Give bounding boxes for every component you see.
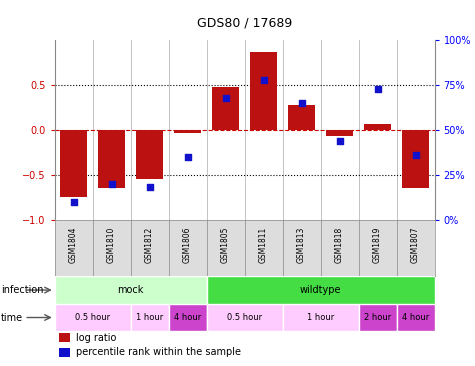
Text: GSM1818: GSM1818 xyxy=(335,227,344,263)
Text: GSM1819: GSM1819 xyxy=(373,227,382,263)
Text: GSM1806: GSM1806 xyxy=(183,227,192,263)
Bar xyxy=(60,130,87,197)
Point xyxy=(374,86,381,92)
Point xyxy=(336,138,343,143)
Bar xyxy=(55,304,131,331)
Text: 4 hour: 4 hour xyxy=(402,313,429,322)
Bar xyxy=(207,304,283,331)
Text: 0.5 hour: 0.5 hour xyxy=(227,313,262,322)
Bar xyxy=(55,276,207,304)
Text: GSM1813: GSM1813 xyxy=(297,227,306,263)
Text: GSM1812: GSM1812 xyxy=(145,227,154,263)
Text: GSM1811: GSM1811 xyxy=(259,227,268,263)
Text: time: time xyxy=(1,313,23,322)
Point xyxy=(70,199,77,205)
Bar xyxy=(288,105,315,130)
Bar xyxy=(174,130,201,132)
Bar xyxy=(402,130,429,188)
Text: 1 hour: 1 hour xyxy=(307,313,334,322)
Text: GSM1805: GSM1805 xyxy=(221,227,230,263)
Point xyxy=(412,152,419,158)
Text: 0.5 hour: 0.5 hour xyxy=(75,313,110,322)
Text: GSM1810: GSM1810 xyxy=(107,227,116,263)
Point xyxy=(184,154,191,160)
Text: 2 hour: 2 hour xyxy=(364,313,391,322)
Text: GDS80 / 17689: GDS80 / 17689 xyxy=(197,16,292,30)
Text: GSM1807: GSM1807 xyxy=(411,227,420,263)
Point xyxy=(298,100,305,106)
Point xyxy=(108,181,115,187)
Bar xyxy=(131,304,169,331)
Bar xyxy=(212,87,239,130)
Bar xyxy=(359,304,397,331)
Bar xyxy=(397,304,435,331)
Text: GSM1804: GSM1804 xyxy=(69,227,78,263)
Text: infection: infection xyxy=(1,285,43,295)
Point xyxy=(222,95,229,101)
Text: log ratio: log ratio xyxy=(76,333,116,343)
Bar xyxy=(169,304,207,331)
Text: 1 hour: 1 hour xyxy=(136,313,163,322)
Text: 4 hour: 4 hour xyxy=(174,313,201,322)
Text: wildtype: wildtype xyxy=(300,285,342,295)
Text: mock: mock xyxy=(117,285,144,295)
Point xyxy=(260,77,267,83)
Bar xyxy=(207,276,435,304)
Bar xyxy=(98,130,125,188)
Bar xyxy=(283,304,359,331)
Bar xyxy=(364,124,391,130)
Bar xyxy=(250,52,277,130)
Text: percentile rank within the sample: percentile rank within the sample xyxy=(76,347,240,357)
Bar xyxy=(136,130,163,179)
Bar xyxy=(326,130,353,136)
Point xyxy=(146,184,153,190)
